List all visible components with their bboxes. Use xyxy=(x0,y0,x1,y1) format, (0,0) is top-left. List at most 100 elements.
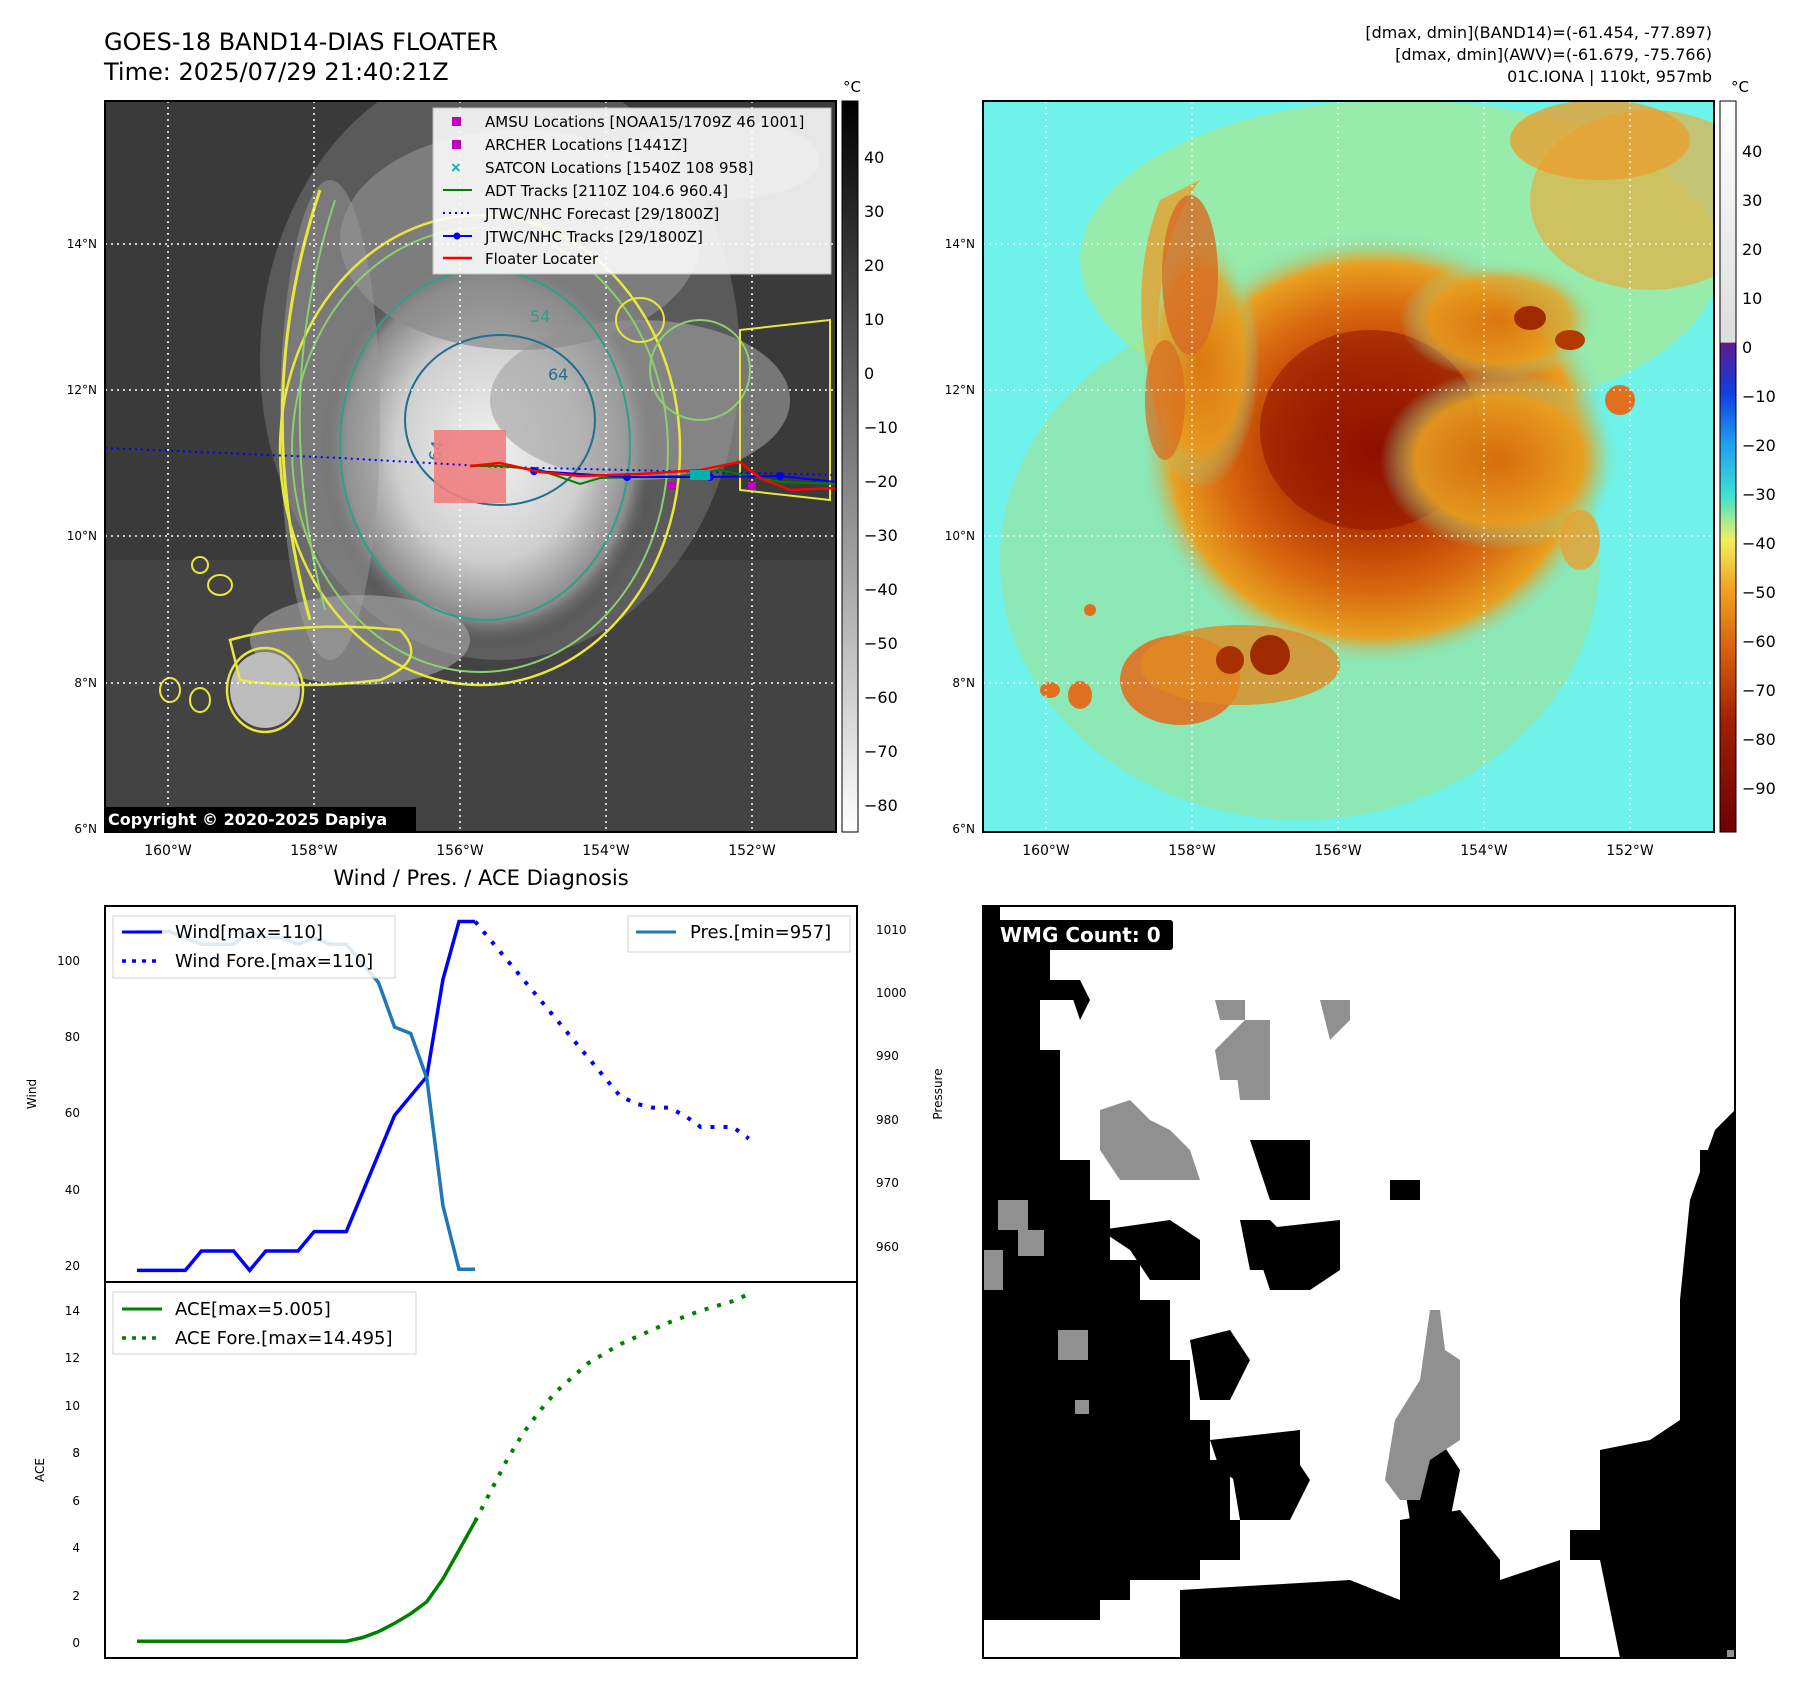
wind-tick: 20 xyxy=(65,1259,80,1273)
lon-tick: 152°W xyxy=(728,843,776,859)
cbar-tick: −20 xyxy=(864,472,898,491)
lon-tick: 156°W xyxy=(436,843,484,859)
cbar-tick: −50 xyxy=(864,634,898,653)
cbar-tick: −20 xyxy=(1742,436,1776,455)
lat-tick: 6°N xyxy=(74,822,97,836)
cbar-tick: −90 xyxy=(1742,779,1776,798)
legend-ace-fore: ACE Fore.[max=14.495] xyxy=(175,1328,393,1349)
cbar-tick: 0 xyxy=(864,364,874,383)
figure-time: Time: 2025/07/29 21:40:21Z xyxy=(103,58,449,86)
legend-floater: Floater Locater xyxy=(485,250,599,268)
lat-tick: 12°N xyxy=(67,383,97,397)
lat-tick: 10°N xyxy=(945,529,975,543)
cbar-tick: −50 xyxy=(1742,583,1776,602)
cbar-tick: −30 xyxy=(1742,485,1776,504)
figure-title: GOES-18 BAND14-DIAS FLOATER xyxy=(104,28,498,56)
cbar-tick: 10 xyxy=(864,310,884,329)
cbar-tick: −60 xyxy=(1742,632,1776,651)
storm-summary: 01C.IONA | 110kt, 957mb xyxy=(1507,67,1712,86)
wind-line xyxy=(137,919,476,1274)
lat-tick: 14°N xyxy=(945,237,975,251)
diag-title: Wind / Pres. / ACE Diagnosis xyxy=(333,866,628,890)
pres-tick: 990 xyxy=(876,1049,899,1063)
wind-tick: 100 xyxy=(57,954,80,968)
ace-tick: 2 xyxy=(72,1589,80,1603)
cbar-tick: 30 xyxy=(1742,191,1762,210)
legend-adt: ADT Tracks [2110Z 104.6 960.4] xyxy=(485,182,728,200)
lat-tick: 10°N xyxy=(67,529,97,543)
ace-tick: 14 xyxy=(65,1304,80,1318)
cbar-tick: −80 xyxy=(864,796,898,815)
cbar-tick: 30 xyxy=(864,202,884,221)
ace-tick: 6 xyxy=(72,1494,80,1508)
pres-tick: 960 xyxy=(876,1240,899,1254)
cbar-tick: −80 xyxy=(1742,730,1776,749)
cbar-tick: 0 xyxy=(1742,338,1752,357)
lon-tick: 152°W xyxy=(1606,843,1654,859)
ace-ylabel: ACE xyxy=(33,1458,47,1482)
legend-wind: Wind[max=110] xyxy=(175,922,323,943)
wmg-panel: WMG Count: 0 xyxy=(982,905,1736,1659)
ace-tick: 8 xyxy=(72,1446,80,1460)
pres-tick: 1000 xyxy=(876,986,907,1000)
gray-colorbar-unit: °C xyxy=(843,78,861,96)
dmax-band14: [dmax, dmin](BAND14)=(-61.454, -77.897) xyxy=(1365,23,1712,42)
map-legend xyxy=(432,107,832,275)
dmax-awv: [dmax, dmin](AWV)=(-61.679, -75.766) xyxy=(1395,45,1712,64)
cbar-tick: −60 xyxy=(864,688,898,707)
gray-colorbar-ticks: 40 30 20 10 0 −10 −20 −30 −40 −50 −60 −7… xyxy=(864,148,898,815)
legend-wind-fore: Wind Fore.[max=110] xyxy=(175,951,373,972)
ace-lines xyxy=(137,1292,750,1643)
svg-text:×: × xyxy=(450,160,462,176)
ace-tick: 0 xyxy=(72,1636,80,1650)
cbar-tick: −40 xyxy=(1742,534,1776,553)
pres-legend xyxy=(627,915,851,953)
ace-legend xyxy=(112,1291,417,1355)
wind-tick: 60 xyxy=(65,1106,80,1120)
cbar-tick: −10 xyxy=(1742,387,1776,406)
lat-tick: 8°N xyxy=(952,676,975,690)
color-lat-ticks: 14°N 12°N 10°N 8°N 6°N xyxy=(945,237,975,836)
wind-legend xyxy=(112,915,396,979)
wind-tick: 80 xyxy=(65,1030,80,1044)
wmg-count-label: WMG Count: 0 xyxy=(1000,923,1161,947)
copyright-box xyxy=(105,807,416,831)
cbar-tick: 40 xyxy=(864,148,884,167)
legend-entries: × AMSU Locations [NOAA15/1709Z 46 1001] … xyxy=(443,113,804,268)
floater-locater-line xyxy=(469,460,836,492)
color-colorbar-unit: °C xyxy=(1731,78,1749,96)
ir-lat-ticks: 14°N 12°N 10°N 8°N 6°N xyxy=(67,237,97,836)
ir-lon-ticks: 160°W 158°W 156°W 154°W 152°W xyxy=(144,843,776,859)
legend-pres: Pres.[min=957] xyxy=(690,922,831,943)
cbar-tick: 20 xyxy=(1742,240,1762,259)
cbar-tick: −30 xyxy=(864,526,898,545)
copyright-text: Copyright © 2020-2025 Dapiya xyxy=(108,810,387,829)
legend-ace: ACE[max=5.005] xyxy=(175,1299,331,1320)
legend-amsu: AMSU Locations [NOAA15/1709Z 46 1001] xyxy=(485,113,804,131)
ace-line xyxy=(137,1520,477,1643)
lon-tick: 160°W xyxy=(144,843,192,859)
legend-forecast: JTWC/NHC Forecast [29/1800Z] xyxy=(484,205,719,223)
ir-map-panel: 54 64 64 × xyxy=(105,101,836,832)
cbar-tick: −70 xyxy=(864,742,898,761)
color-map-panel xyxy=(983,101,1714,832)
cbar-tick: −70 xyxy=(1742,681,1776,700)
ace-forecast-line xyxy=(473,1292,750,1523)
color-colorbar-ticks: 40 30 20 10 0 −10 −20 −30 −40 −50 −60 −7… xyxy=(1742,142,1776,798)
cbar-tick: −10 xyxy=(864,418,898,437)
wind-ylabel: Wind xyxy=(25,1079,39,1109)
lon-tick: 160°W xyxy=(1022,843,1070,859)
cbar-tick: 40 xyxy=(1742,142,1762,161)
cbar-tick: 10 xyxy=(1742,289,1762,308)
color-lon-ticks: 160°W 158°W 156°W 154°W 152°W xyxy=(1022,843,1654,859)
lon-tick: 158°W xyxy=(290,843,338,859)
lon-tick: 154°W xyxy=(582,843,630,859)
pres-ticks: 960 970 980 990 1000 1010 xyxy=(876,923,907,1254)
contour-label: 54 xyxy=(530,307,550,326)
cbar-tick: −40 xyxy=(864,580,898,599)
ace-ticks: 0 2 4 6 8 10 12 14 xyxy=(65,1304,80,1650)
wind-tick: 40 xyxy=(65,1183,80,1197)
lat-tick: 12°N xyxy=(945,383,975,397)
gray-colorbar xyxy=(841,100,859,833)
